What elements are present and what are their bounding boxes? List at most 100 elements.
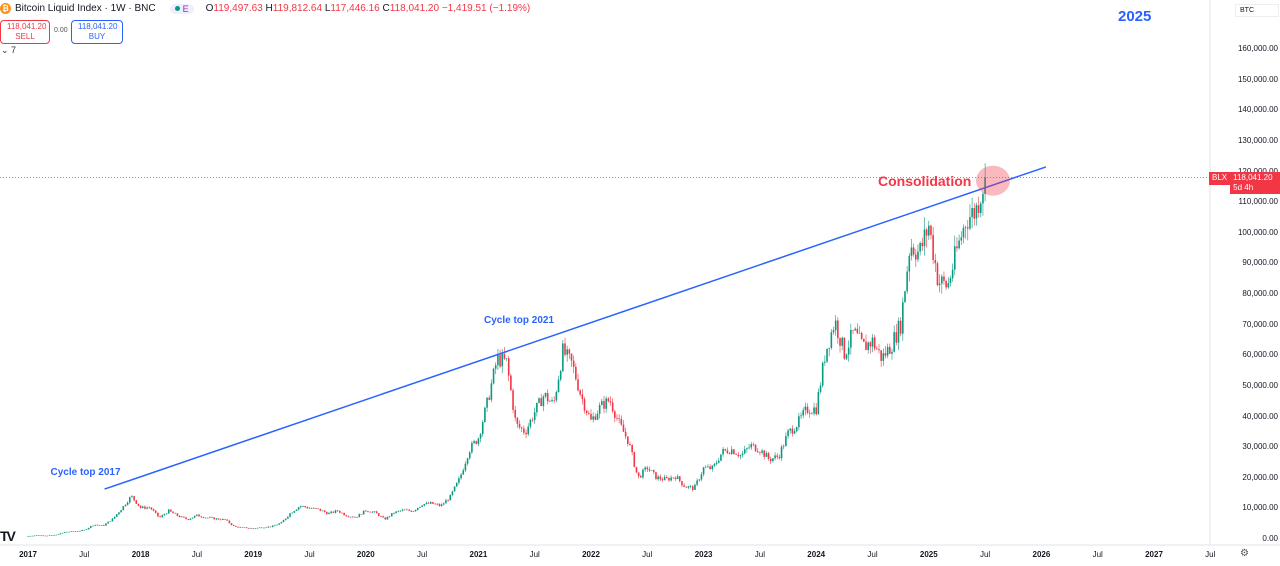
sell-button[interactable]: 118,041.20 SELL bbox=[0, 20, 50, 44]
price-tick-label: 50,000.00 bbox=[1242, 380, 1278, 390]
candle-body bbox=[856, 328, 859, 334]
candle-body bbox=[806, 406, 809, 414]
candle-body bbox=[189, 518, 192, 520]
candle-body bbox=[711, 465, 714, 469]
candle-body bbox=[317, 508, 319, 510]
candle-body bbox=[484, 407, 486, 423]
annotation-cycle-top-2017: Cycle top 2017 bbox=[50, 466, 121, 478]
candle-body bbox=[27, 536, 29, 537]
time-tick-label: 2017 bbox=[19, 550, 37, 559]
candle-body bbox=[445, 500, 447, 504]
symbol-title[interactable]: Bitcoin Liquid Index · 1W · BNC bbox=[15, 3, 156, 14]
candle-body bbox=[964, 227, 967, 228]
candle-body bbox=[616, 418, 618, 419]
candle-body bbox=[505, 358, 508, 359]
candle-body bbox=[618, 418, 620, 420]
candle-body bbox=[975, 205, 978, 219]
candle-body bbox=[568, 349, 571, 354]
candle-body bbox=[884, 353, 887, 356]
candle-body bbox=[982, 193, 984, 204]
candle-body bbox=[261, 527, 263, 529]
candle-body bbox=[683, 485, 685, 487]
candle-body bbox=[468, 452, 471, 459]
candle-body bbox=[154, 510, 157, 513]
candle-body bbox=[960, 237, 963, 241]
candle-body bbox=[594, 416, 597, 420]
candle-body bbox=[44, 535, 47, 537]
candle-body bbox=[427, 502, 430, 504]
candle-body bbox=[958, 240, 960, 249]
annotation-cycle-top-2021: Cycle top 2021 bbox=[484, 315, 555, 327]
candle-body bbox=[100, 525, 103, 526]
candle-body bbox=[579, 390, 581, 395]
candle-body bbox=[700, 474, 703, 480]
candle-body bbox=[193, 515, 196, 518]
candle-body bbox=[832, 330, 835, 333]
candle-body bbox=[702, 467, 705, 475]
candle-body bbox=[217, 518, 220, 520]
candle-body bbox=[607, 398, 610, 402]
candle-body bbox=[854, 328, 856, 331]
price-tick-label: 100,000.00 bbox=[1237, 227, 1278, 237]
candle-body bbox=[674, 477, 677, 479]
candle-body bbox=[371, 511, 374, 513]
candle-body bbox=[102, 525, 105, 526]
indicators-toggle[interactable]: ⌄ 7 bbox=[1, 45, 17, 55]
candle-body bbox=[633, 452, 636, 467]
candle-body bbox=[33, 535, 36, 537]
candle-body bbox=[969, 217, 971, 229]
candle-body bbox=[906, 271, 908, 292]
candle-body bbox=[637, 472, 640, 477]
candle-body bbox=[889, 346, 891, 354]
candle-body bbox=[280, 522, 283, 524]
candle-body bbox=[490, 383, 493, 400]
candle-body bbox=[536, 402, 538, 413]
candle-body bbox=[555, 391, 558, 401]
price-tick-label: 40,000.00 bbox=[1242, 411, 1278, 421]
candle-body bbox=[575, 366, 577, 380]
candle-body bbox=[696, 480, 698, 485]
candle-body bbox=[871, 337, 874, 347]
candle-body bbox=[486, 397, 488, 408]
candle-body bbox=[161, 515, 164, 518]
consolidation-highlight[interactable] bbox=[975, 165, 1010, 196]
candle-body bbox=[694, 484, 696, 490]
candle-body bbox=[475, 441, 478, 444]
candle-body bbox=[410, 510, 413, 512]
candle-body bbox=[507, 358, 510, 376]
candle-body bbox=[704, 467, 707, 468]
candle-body bbox=[585, 410, 588, 414]
candle-body bbox=[83, 529, 86, 531]
candle-body bbox=[393, 513, 395, 514]
tradingview-logo[interactable]: TV bbox=[0, 528, 16, 544]
candle-body bbox=[172, 511, 174, 514]
candle-body bbox=[159, 516, 161, 518]
trendline[interactable] bbox=[104, 166, 1047, 490]
price-tick-label: 110,000.00 bbox=[1238, 197, 1278, 207]
time-tick-label: Jul bbox=[191, 550, 203, 559]
candle-body bbox=[733, 449, 735, 455]
candle-body bbox=[919, 242, 921, 252]
candle-body bbox=[553, 400, 555, 401]
candle-body bbox=[447, 500, 449, 501]
currency-selector[interactable]: BTC bbox=[1235, 4, 1279, 17]
candle-body bbox=[850, 329, 852, 348]
candle-body bbox=[126, 502, 129, 505]
candle-body bbox=[611, 402, 614, 412]
exchange-badge-label: E bbox=[182, 3, 189, 14]
candle-body bbox=[451, 491, 454, 495]
candle-body bbox=[546, 393, 549, 402]
settings-icon[interactable]: ⚙ bbox=[1240, 548, 1249, 559]
candle-body bbox=[250, 528, 252, 529]
candle-body bbox=[841, 337, 843, 346]
candle-body bbox=[512, 390, 514, 410]
buy-button[interactable]: 118,041.20 BUY bbox=[71, 20, 123, 44]
candle-body bbox=[715, 462, 718, 464]
candle-body bbox=[401, 509, 404, 511]
candle-body bbox=[332, 511, 335, 513]
candle-body bbox=[934, 259, 937, 264]
candle-body bbox=[707, 466, 709, 468]
candle-body bbox=[767, 453, 770, 459]
exchange-badge[interactable]: E bbox=[169, 3, 194, 14]
